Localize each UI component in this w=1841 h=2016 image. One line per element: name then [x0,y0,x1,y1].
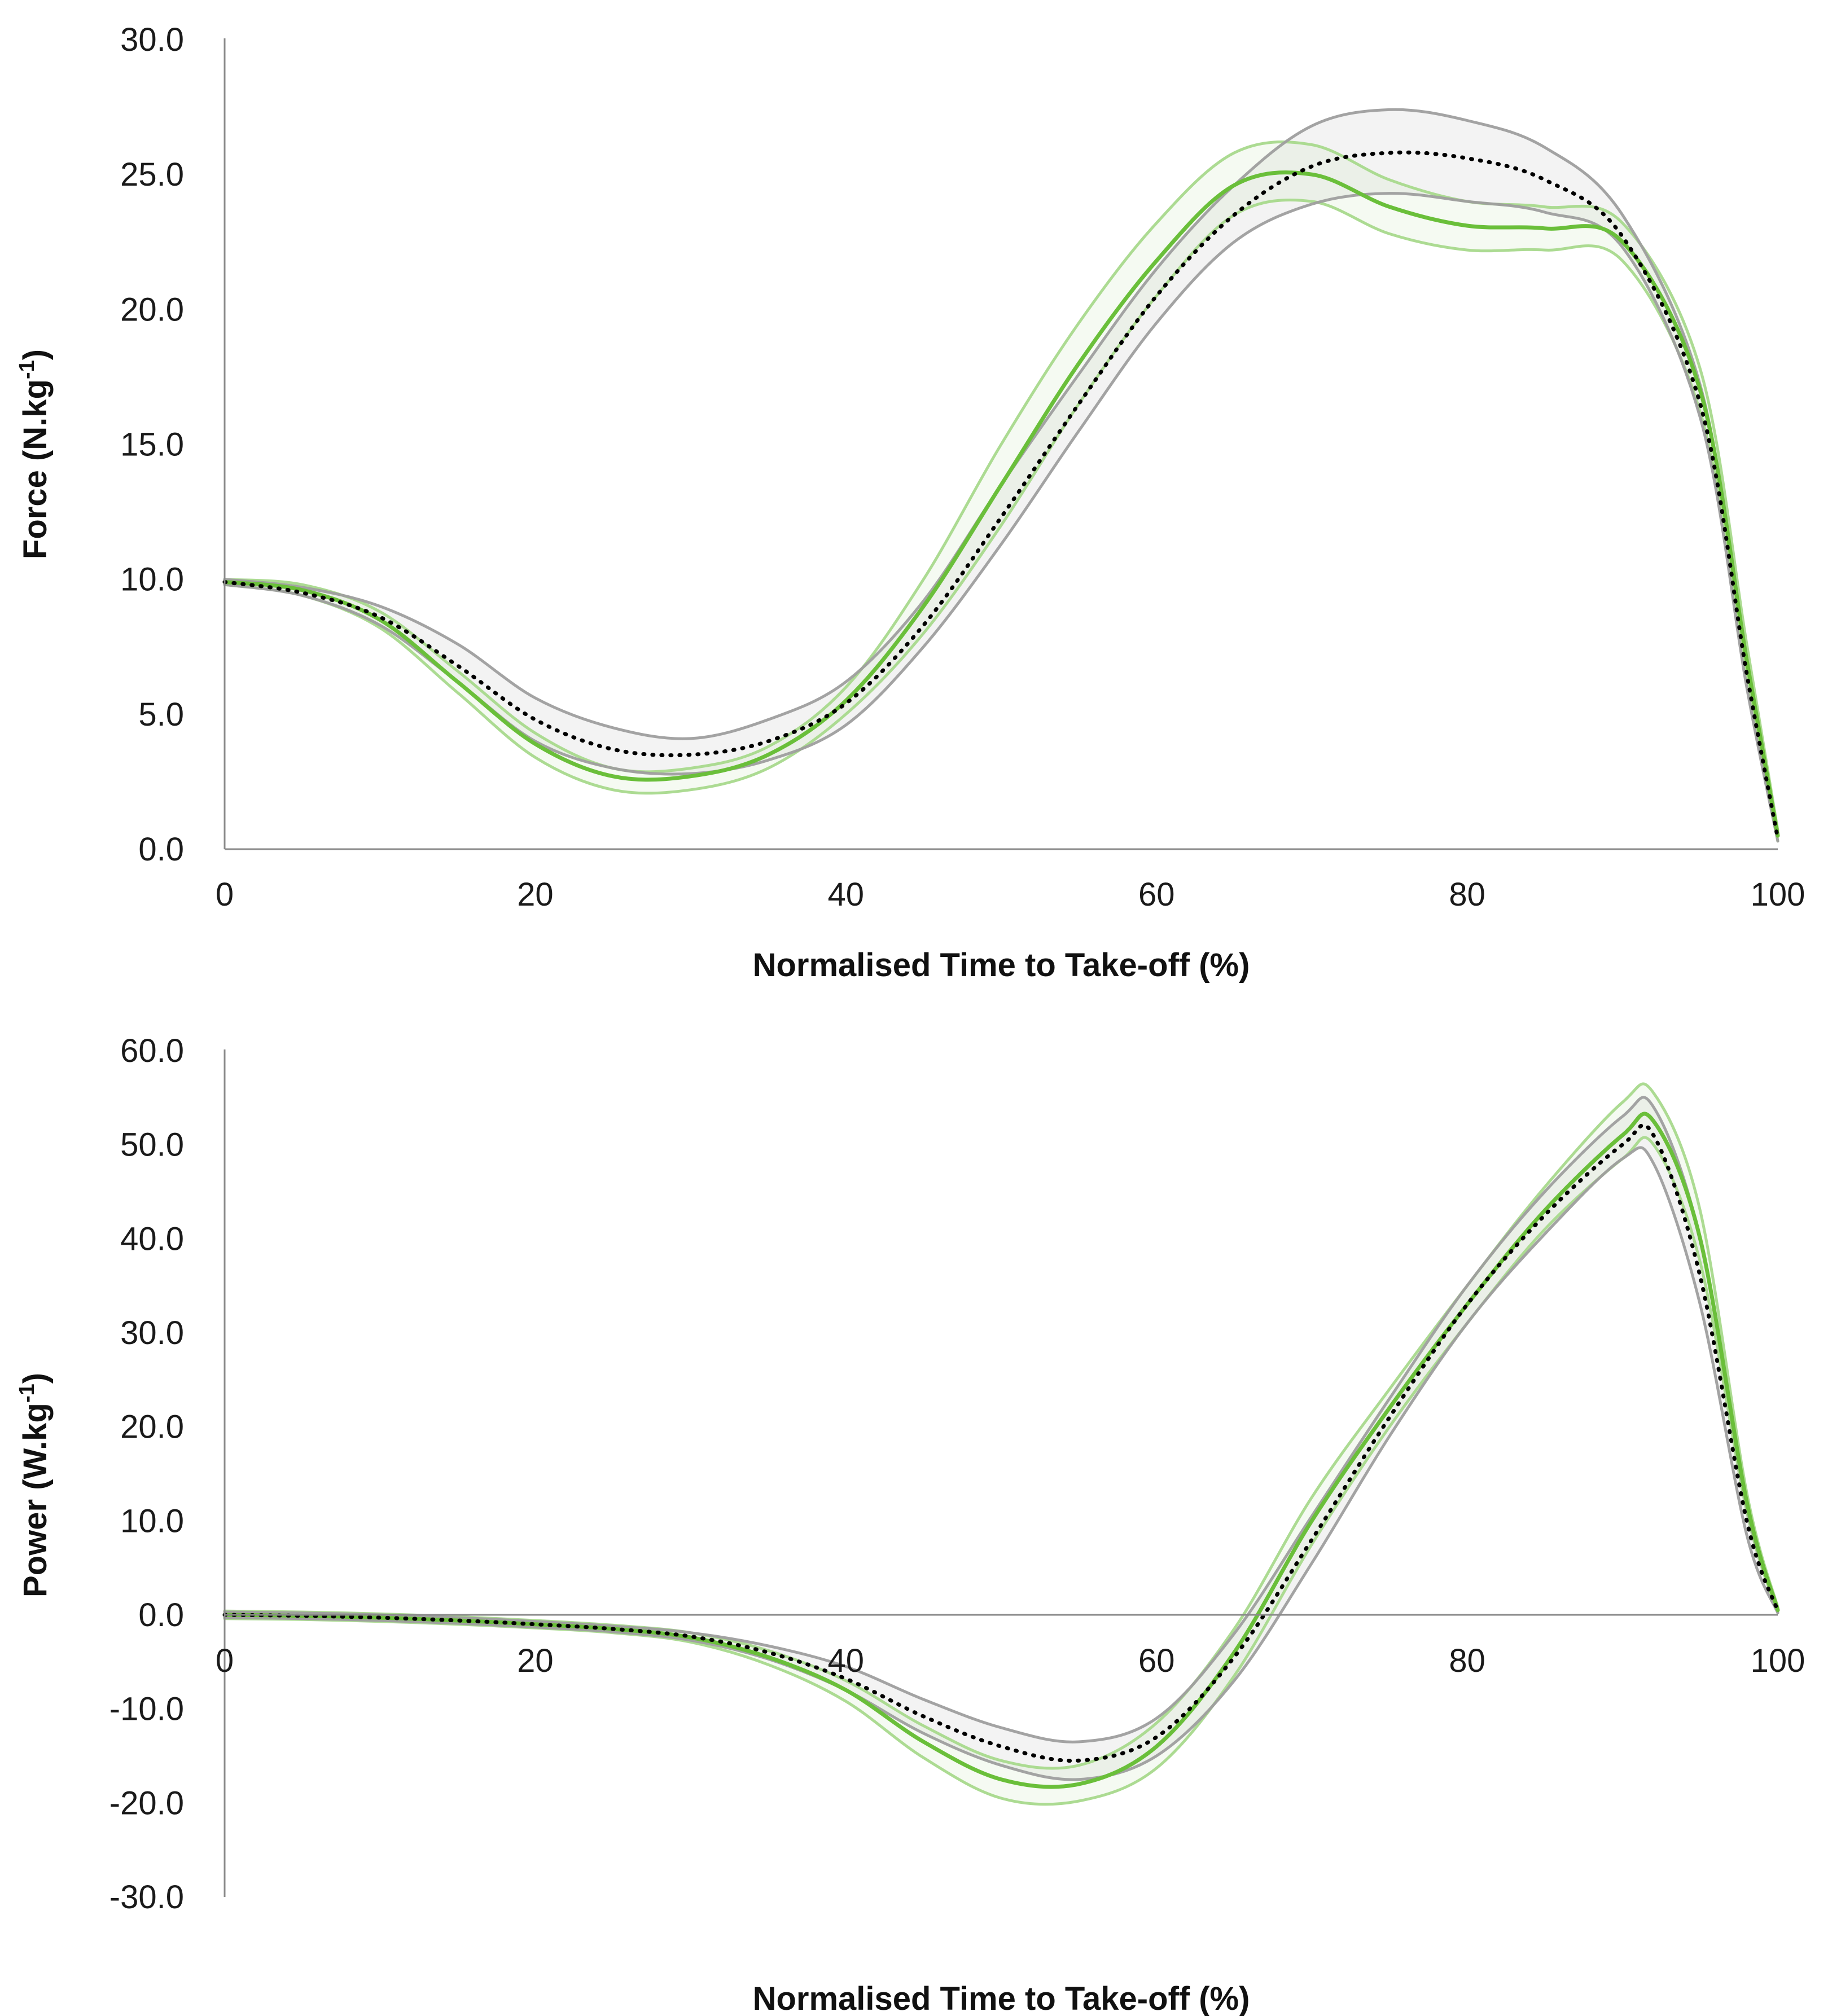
force-y-tick-label: 0.0 [138,831,184,868]
power-y-tick-label: -30.0 [109,1879,184,1916]
power-x-tick-label: 100 [1751,1642,1805,1679]
power-x-tick-label: 60 [1138,1642,1175,1679]
power-x-tick-label: 0 [216,1642,234,1679]
force-x-tick-label: 100 [1751,876,1805,913]
power-series-group-b-lower [223,1146,1779,1781]
power-series [222,1082,1780,1806]
power-series-group-a-lower [223,1136,1779,1806]
force-y-tick-label: 25.0 [120,156,184,193]
force-labels: 0.0 5.0 10.0 15.0 20.0 25.0 30.0 0 20 40 60 80 100 No… [15,21,1805,983]
force-x-tick-label: 60 [1138,876,1175,913]
force-y-tick-label: 30.0 [120,21,184,58]
power-y-tick-label: -10.0 [109,1691,184,1728]
force-x-tick-label: 80 [1449,876,1485,913]
power-y-tick-label: -20.0 [109,1785,184,1821]
force-series-group-b-upper [223,108,1779,834]
power-axes [223,1049,1778,1897]
power-x-axis-title: Normalised Time to Take-off (%) [753,1980,1250,2016]
force-envelope-group-a [225,142,1778,841]
power-envelope-group-a [225,1083,1778,1804]
force-y-axis-title: Force (N.kg-1) [15,349,54,559]
force-y-tick-label: 15.0 [120,427,184,463]
force-axes [223,38,1778,850]
power-series-group-b-upper [223,1096,1779,1743]
power-series-group-a-upper [223,1082,1779,1770]
power-y-tick-label: 40.0 [120,1220,184,1257]
power-y-tick-label: 30.0 [120,1315,184,1351]
force-x-tick-label: 20 [517,876,554,913]
force-x-tick-label: 0 [216,876,234,913]
power-y-tick-label: 60.0 [120,1033,184,1069]
force-y-tick-label: 5.0 [138,696,184,733]
power-chart: -30.0 -20.0 -10.0 0.0 10.0 20.0 30.0 40.0 50.0 60… [15,1033,1805,2016]
force-chart: 0.0 5.0 10.0 15.0 20.0 25.0 30.0 0 20 40 60 80 100 No… [15,21,1805,983]
power-series-group-b-mean [222,1123,1780,1763]
force-series-group-b-mean [222,150,1780,841]
power-y-tick-label: 20.0 [120,1409,184,1446]
power-x-tick-label: 80 [1449,1642,1485,1679]
power-labels: -30.0 -20.0 -10.0 0.0 10.0 20.0 30.0 40.0 50.0 60… [15,1033,1805,2016]
power-x-tick-label: 40 [828,1642,865,1679]
power-y-tick-label: 10.0 [120,1503,184,1539]
force-x-tick-label: 40 [828,876,865,913]
force-x-axis-title: Normalised Time to Take-off (%) [753,947,1250,983]
power-x-tick-label: 20 [517,1642,554,1679]
force-y-tick-label: 10.0 [120,561,184,598]
power-y-axis-title: Power (W.kg-1) [15,1373,54,1597]
force-series-group-a-upper [223,140,1779,832]
power-y-tick-label: 50.0 [120,1127,184,1163]
force-y-tick-label: 20.0 [120,291,184,328]
power-y-tick-label: 0.0 [138,1597,184,1633]
force-series [222,108,1780,843]
